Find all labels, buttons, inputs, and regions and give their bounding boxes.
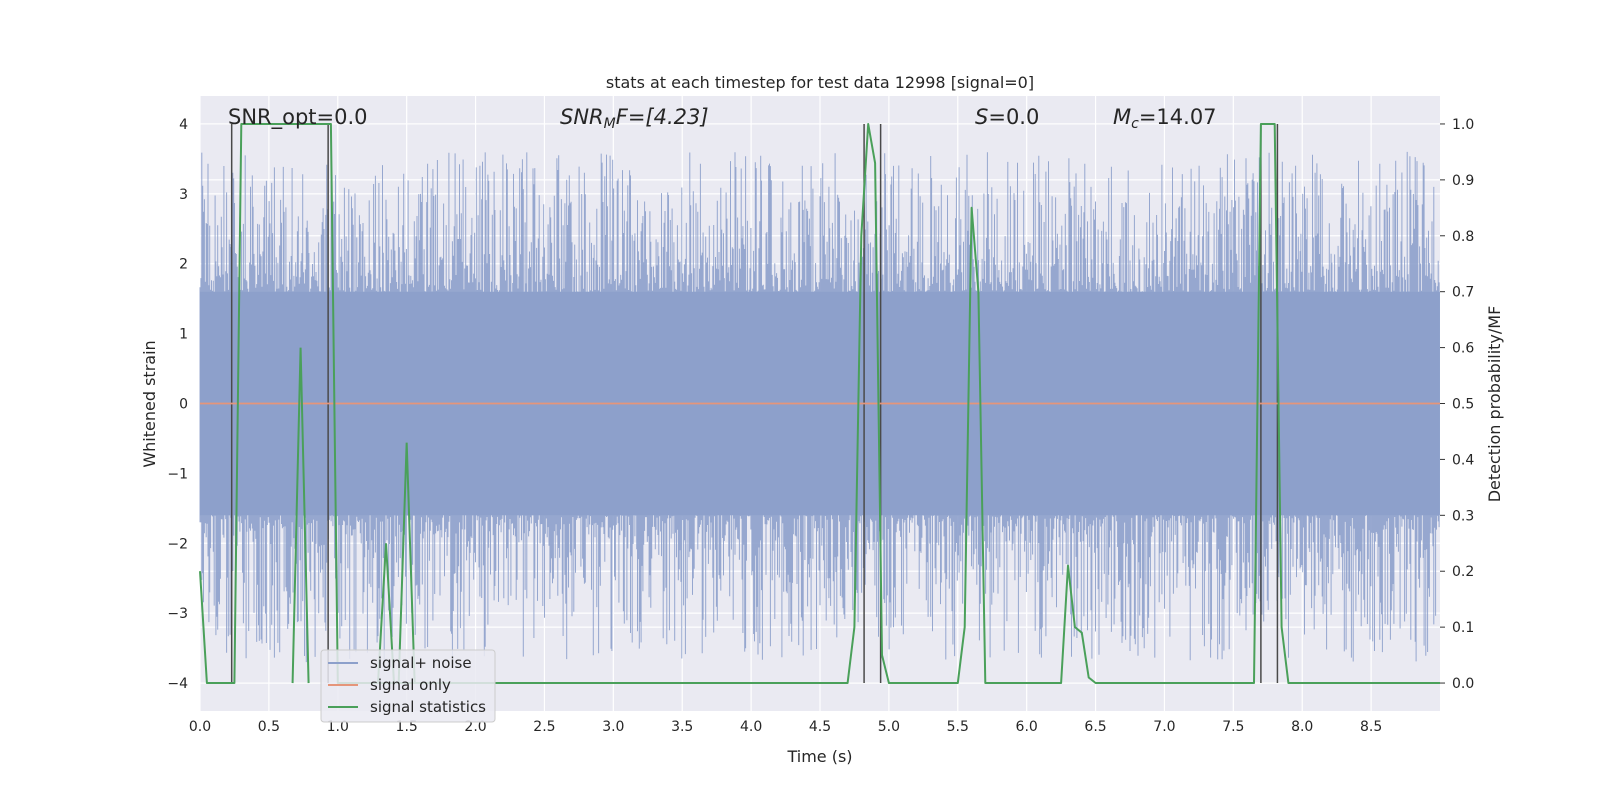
x-tick-label: 0.0	[189, 719, 211, 735]
y-left-tick-label: −1	[167, 466, 188, 482]
signal-statistics-blip	[291, 347, 310, 684]
y-right-tick-label: 1.0	[1452, 117, 1474, 133]
annotation-mc: Mc=14.07	[1113, 105, 1217, 132]
x-tick-label: 7.5	[1222, 719, 1244, 735]
annotation-snr-mf-name: SNR	[560, 105, 604, 129]
legend-box	[320, 649, 496, 723]
annotation-snr-opt: SNR_opt=0.0	[228, 105, 368, 130]
x-tick-label: 1.0	[327, 719, 349, 735]
y-right-tick-label: 0.8	[1452, 229, 1474, 245]
y-right-tick-label: 0.2	[1452, 564, 1474, 580]
y-left-tick-label: 0	[179, 397, 188, 413]
signal-statistics-blip	[397, 442, 416, 684]
x-tick-label: 0.5	[258, 719, 280, 735]
annotation-snr-mf-rest: F=[4.23]	[616, 105, 709, 129]
annotation-snr-mf: SNRMF=[4.23]	[560, 105, 709, 132]
noise-spikes	[199, 151, 1440, 663]
y-right-tick-label: 0.5	[1452, 397, 1474, 413]
y-left-tick-label: −4	[167, 676, 188, 692]
signal-statistics-line	[199, 123, 1440, 684]
x-tick-label: 3.5	[671, 719, 693, 735]
y-left-tick-label: 4	[179, 117, 188, 133]
y-right-tick-label: 0.7	[1452, 285, 1474, 301]
y-axis-right-label: Detection probability/MF	[1485, 306, 1504, 503]
legend-label-signal-statistics: signal statistics	[370, 698, 486, 716]
annotation-mc-name: M	[1113, 105, 1131, 129]
annotation-s: S=0.0	[975, 105, 1039, 129]
axes: 0.0 0.5 1.0 1.5 2.0 2.5 3.0 3.5 4.0 4.5 5.0 5.5 6.0 6…	[167, 117, 1474, 735]
x-tick-label: 3.0	[602, 719, 624, 735]
y-right-tick-label: 0.3	[1452, 508, 1474, 524]
x-tick-label: 6.0	[1016, 719, 1038, 735]
line-series	[199, 123, 1440, 684]
y-right-tick-label: 0.9	[1452, 173, 1474, 189]
x-tick-label: 1.5	[396, 719, 418, 735]
x-tick-label: 7.0	[1153, 719, 1175, 735]
x-tick-label: 6.5	[1084, 719, 1106, 735]
x-tick-label: 5.0	[878, 719, 900, 735]
x-tick-label: 8.5	[1360, 719, 1382, 735]
y-right-tick-label: 0.6	[1452, 341, 1474, 357]
legend-label-signal-only: signal only	[370, 676, 451, 694]
y-left-tick-label: −3	[167, 606, 188, 622]
y-left-tick-label: 1	[179, 327, 188, 343]
y-axis-left-label: Whitened strain	[140, 340, 159, 467]
x-tick-label: 4.0	[740, 719, 762, 735]
annotation-s-value: =0.0	[988, 105, 1039, 129]
legend: signal+ noise signal only signal statist…	[320, 649, 496, 723]
x-tick-label: 2.5	[533, 719, 555, 735]
legend-label-signal-noise: signal+ noise	[370, 654, 472, 672]
y-right-tick-label: 0.4	[1452, 452, 1474, 468]
signal-statistics-blip	[377, 543, 395, 684]
chart-title: stats at each timestep for test data 129…	[606, 73, 1034, 92]
annotation-mc-sub: c	[1131, 116, 1139, 132]
annotation-snr-mf-sub: M	[604, 116, 616, 132]
y-left-tick-label: −2	[167, 536, 188, 552]
annotation-mc-value: =14.07	[1139, 105, 1217, 129]
x-tick-label: 8.0	[1291, 719, 1313, 735]
y-right-tick-label: 0.0	[1452, 676, 1474, 692]
x-tick-label: 5.5	[947, 719, 969, 735]
y-left-tick-label: 2	[179, 257, 188, 273]
x-tick-label: 4.5	[809, 719, 831, 735]
y-right-tick-label: 0.1	[1452, 620, 1474, 636]
x-tick-label: 2.0	[464, 719, 486, 735]
x-axis-label: Time (s)	[786, 747, 852, 766]
annotation-s-name: S	[975, 105, 988, 129]
y-left-tick-label: 3	[179, 187, 188, 203]
